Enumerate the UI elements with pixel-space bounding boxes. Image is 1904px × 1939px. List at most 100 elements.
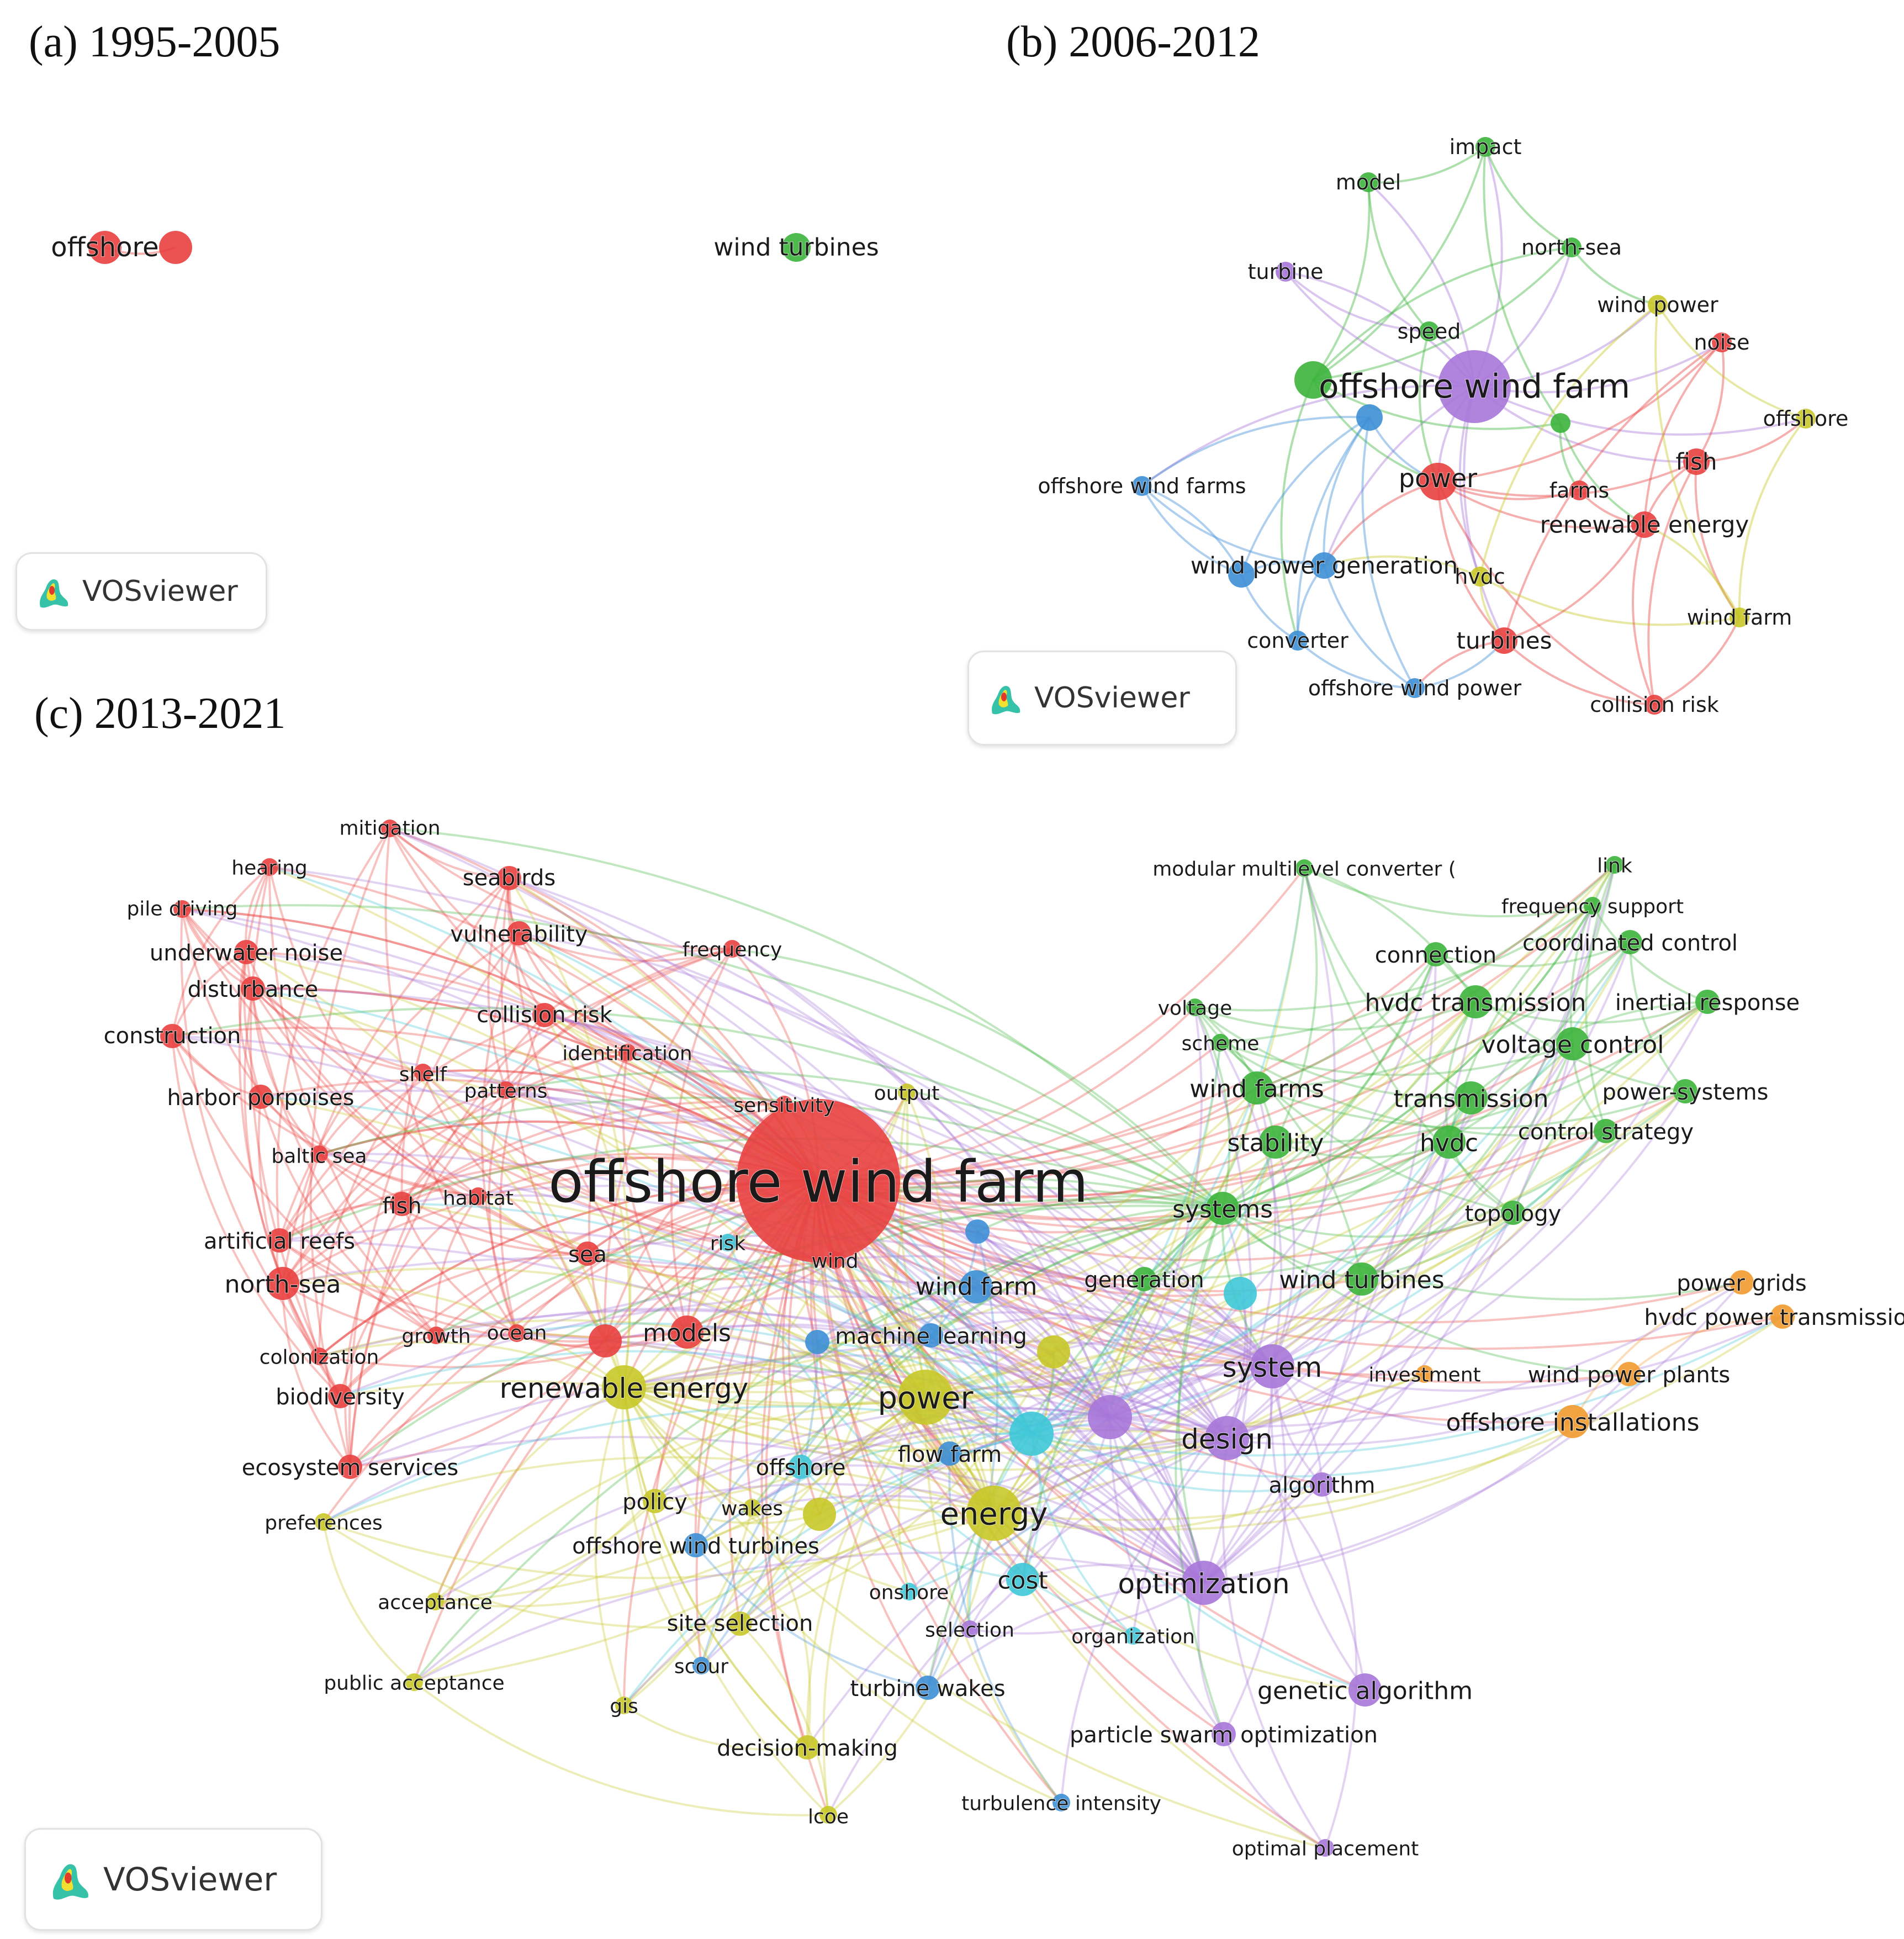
node-gis[interactable] (615, 1697, 633, 1714)
node-transmission[interactable] (1455, 1081, 1488, 1114)
node-organization[interactable] (1124, 1627, 1142, 1645)
node-optimization[interactable] (1182, 1561, 1226, 1605)
node-b12[interactable] (1551, 413, 1570, 433)
node-coordinated-control[interactable] (1618, 930, 1642, 954)
node-power[interactable] (1419, 463, 1457, 500)
node-energy[interactable] (966, 1486, 1022, 1541)
node-hvdc[interactable] (1432, 1126, 1466, 1159)
node-noise[interactable] (1712, 332, 1732, 352)
node-fish[interactable] (1683, 448, 1710, 475)
node-mitigation[interactable] (381, 820, 399, 837)
node-lcoe[interactable] (819, 1806, 837, 1824)
node-wind-farm[interactable] (960, 1270, 993, 1303)
node-design[interactable] (1205, 1416, 1249, 1460)
node-power-systems[interactable] (1673, 1079, 1697, 1103)
node-site-selection[interactable] (728, 1612, 752, 1636)
node-turbulence-intensity[interactable] (1053, 1794, 1070, 1811)
node-vulnerability[interactable] (507, 921, 531, 945)
node-converter[interactable] (1288, 631, 1308, 651)
node-north-sea[interactable] (266, 1267, 299, 1300)
node-selection[interactable] (961, 1620, 979, 1638)
node-hearing[interactable] (261, 858, 278, 876)
node-biodiversity[interactable] (328, 1384, 352, 1408)
node-pile-driving[interactable] (173, 900, 191, 918)
node-connection[interactable] (1424, 942, 1448, 966)
node-impact[interactable] (1475, 137, 1495, 157)
node-b11[interactable] (1356, 404, 1383, 431)
node-collision-risk[interactable] (532, 1003, 557, 1027)
node-hvdc[interactable] (1470, 567, 1490, 587)
node-wind-power[interactable] (1648, 295, 1668, 315)
node-generation[interactable] (1132, 1267, 1156, 1291)
node-b19[interactable] (1228, 561, 1255, 588)
node-offshore-wind-turbines[interactable] (684, 1533, 708, 1557)
node-scour[interactable] (692, 1657, 710, 1674)
node-voltage-control[interactable] (1556, 1027, 1589, 1060)
node-disturbance[interactable] (241, 976, 265, 1001)
node-patterns[interactable] (497, 1081, 515, 1099)
node-optimal-placement[interactable] (1316, 1839, 1334, 1857)
node-voltage[interactable] (1186, 998, 1204, 1016)
node-fish[interactable] (390, 1192, 414, 1216)
node-frequency[interactable] (723, 940, 741, 958)
node-wind-farm[interactable] (1730, 607, 1749, 627)
node-particle-swarm-optimization[interactable] (1212, 1722, 1236, 1746)
node-model[interactable] (1358, 172, 1378, 192)
node-shelf[interactable] (414, 1064, 432, 1081)
node-algorithm[interactable] (1310, 1472, 1334, 1497)
node-output[interactable] (898, 1084, 916, 1101)
node-harbor-porpoises[interactable] (248, 1085, 273, 1109)
node-wind[interactable] (826, 1251, 844, 1269)
node-inertial-response[interactable] (1695, 990, 1720, 1014)
node-risk[interactable] (719, 1234, 737, 1251)
node-c94[interactable] (803, 1498, 836, 1531)
node-renewable-energy[interactable] (1631, 511, 1658, 538)
node-models[interactable] (670, 1315, 704, 1349)
node-c93[interactable] (805, 1330, 829, 1354)
node-c95[interactable] (589, 1324, 622, 1357)
node-offshore-wind-power[interactable] (1405, 678, 1425, 698)
node-flow-farm[interactable] (938, 1441, 962, 1466)
node-a2[interactable] (159, 231, 192, 264)
node-habitat[interactable] (469, 1187, 487, 1205)
node-c91[interactable] (1224, 1277, 1257, 1310)
node-growth[interactable] (427, 1327, 445, 1344)
node-wind-turbines[interactable] (782, 233, 811, 262)
node-seabirds[interactable] (497, 866, 521, 890)
node-public-acceptance[interactable] (405, 1673, 423, 1691)
node-hvdc-power-transmission[interactable] (1770, 1304, 1795, 1329)
node-stability[interactable] (1259, 1126, 1292, 1159)
node-link[interactable] (1606, 856, 1623, 874)
node-offshore[interactable] (88, 231, 121, 264)
node-c92[interactable] (965, 1219, 990, 1244)
node-baltic-sea[interactable] (310, 1145, 328, 1163)
node-north-sea[interactable] (1562, 237, 1582, 257)
node-ecosystem-services[interactable] (338, 1455, 362, 1479)
node-control-strategy[interactable] (1594, 1119, 1618, 1143)
node-offshore[interactable] (789, 1455, 813, 1479)
node-wind-farms[interactable] (1240, 1071, 1273, 1105)
node-construction[interactable] (160, 1024, 184, 1048)
node-systems[interactable] (1206, 1192, 1239, 1225)
node-turbine[interactable] (1276, 262, 1295, 282)
node-c88[interactable] (1009, 1412, 1054, 1456)
node-scheme[interactable] (1212, 1034, 1229, 1052)
node-cost[interactable] (1006, 1563, 1039, 1596)
node-wind-power-generation[interactable] (1311, 552, 1337, 579)
node-offshore-wind-farm[interactable] (1438, 350, 1511, 423)
node-genetic-algorithm[interactable] (1348, 1673, 1382, 1706)
node-wind-turbines[interactable] (1345, 1262, 1378, 1296)
node-investment[interactable] (1416, 1365, 1434, 1383)
node-frequency-support[interactable] (1584, 897, 1601, 915)
node-hvdc-transmission[interactable] (1459, 985, 1492, 1018)
node-machine-learning[interactable] (919, 1323, 943, 1348)
node-sea[interactable] (575, 1241, 600, 1266)
node-decision-making[interactable] (795, 1735, 819, 1760)
node-topology[interactable] (1501, 1201, 1525, 1225)
node-c89[interactable] (1088, 1395, 1132, 1439)
node-wakes[interactable] (743, 1499, 761, 1517)
node-farms[interactable] (1569, 480, 1589, 500)
node-acceptance[interactable] (426, 1593, 444, 1610)
node-power[interactable] (898, 1370, 953, 1425)
node-artificial-reefs[interactable] (267, 1228, 292, 1253)
